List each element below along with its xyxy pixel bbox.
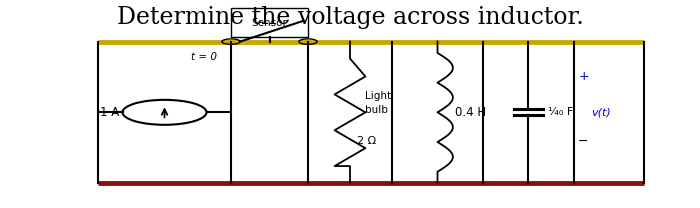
- Text: Light: Light: [365, 91, 391, 101]
- Text: +: +: [578, 71, 589, 83]
- Text: t = 0: t = 0: [191, 52, 217, 62]
- Text: bulb: bulb: [365, 105, 389, 115]
- Text: 0.4 H: 0.4 H: [455, 106, 486, 119]
- Text: 2 Ω: 2 Ω: [357, 136, 376, 146]
- Text: v(t): v(t): [592, 107, 611, 117]
- Text: Determine the voltage across inductor.: Determine the voltage across inductor.: [117, 6, 583, 29]
- Text: 1 A: 1 A: [100, 106, 119, 119]
- Bar: [231, 8, 308, 37]
- Text: Sensor: Sensor: [251, 18, 288, 28]
- Text: ¹⁄₄₀ F: ¹⁄₄₀ F: [548, 107, 573, 117]
- Text: −: −: [578, 135, 589, 148]
